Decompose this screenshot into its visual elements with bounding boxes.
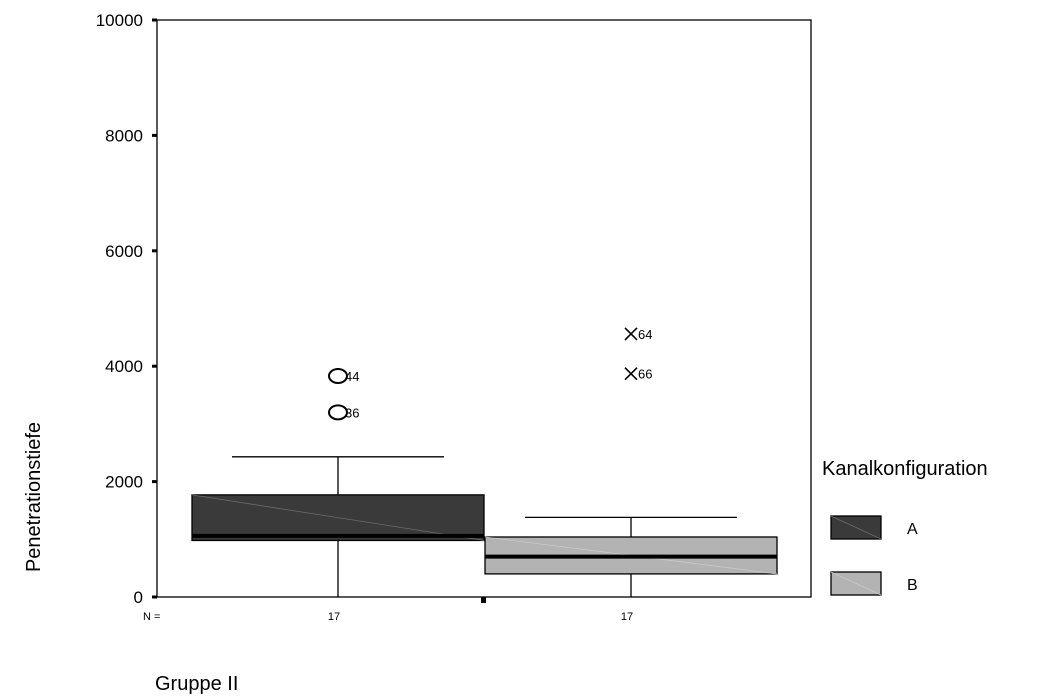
n-labels: N = 17 17 [143, 611, 633, 623]
outlier-marker [624, 367, 638, 381]
y-tick-label: 10000 [96, 11, 143, 30]
n-label: N = [143, 611, 160, 623]
legend-label-B: B [907, 577, 918, 594]
cross-stroke [624, 367, 638, 381]
y-axis-label: Penetrationstiefe [23, 422, 45, 572]
y-tick-label: 2000 [105, 473, 143, 492]
outliers: 44 36 64 66 [328, 327, 652, 421]
outlier-marker [624, 327, 638, 341]
y-tick-label: 0 [134, 588, 143, 607]
outlier-label: 66 [638, 367, 652, 382]
plot-frame [156, 19, 812, 603]
legend-label-A: A [907, 521, 918, 538]
n-value: 17 [621, 611, 633, 623]
legend: Kanalkonfiguration A B [822, 458, 988, 596]
y-tick-label: 8000 [105, 126, 143, 145]
outlier-label: 64 [638, 327, 652, 342]
box-texture [191, 494, 485, 541]
legend-swatch-texture [830, 571, 882, 596]
legend-swatch-texture [830, 515, 882, 540]
y-axis: 0 2000 4000 6000 8000 10000 [96, 11, 157, 607]
group-separator-tick [481, 597, 486, 603]
x-axis-label: Gruppe II [155, 673, 238, 695]
outlier-marker [328, 404, 348, 421]
legend-title: Kanalkonfiguration [822, 458, 988, 480]
y-tick-label: 4000 [105, 357, 143, 376]
y-tick-label: 6000 [105, 242, 143, 261]
outlier-label: 36 [345, 405, 359, 420]
cross-stroke [624, 327, 638, 341]
box-B [484, 516, 778, 597]
outlier-label: 44 [345, 369, 359, 384]
boxes [191, 456, 778, 597]
n-value: 17 [328, 611, 340, 623]
box-A [191, 456, 485, 597]
outlier-marker [328, 368, 348, 385]
